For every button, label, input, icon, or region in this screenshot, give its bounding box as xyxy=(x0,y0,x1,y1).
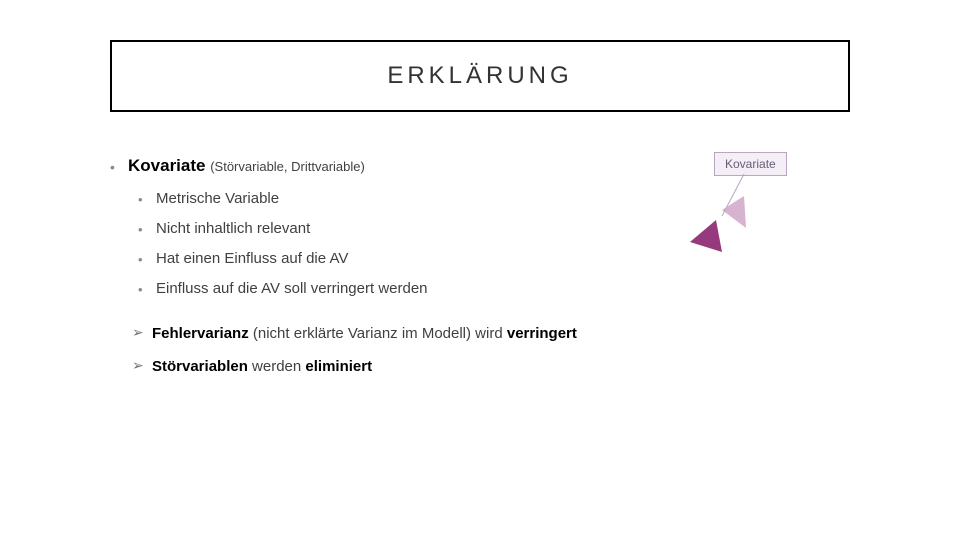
arrow-item: ➢ Störvariablen werden eliminiert xyxy=(132,356,850,377)
bullet-dot-icon: • xyxy=(138,283,156,296)
arrow-right-icon: ➢ xyxy=(132,323,152,343)
main-annotation: (Störvariable, Drittvariable) xyxy=(210,159,365,174)
bullet-dot-icon: • xyxy=(138,193,156,206)
arrow-bold: eliminiert xyxy=(305,358,372,375)
arrow-bold: verringert xyxy=(507,325,577,342)
pie-chart: Kovariate xyxy=(680,156,860,326)
arrow-list: ➢ Fehlervarianz (nicht erklärte Varianz … xyxy=(132,323,850,377)
main-bullet-text: Kovariate (Störvariable, Drittvariable) xyxy=(128,156,365,176)
arrow-item-text: Störvariablen werden eliminiert xyxy=(152,356,372,377)
sub-bullet-text: Nicht inhaltlich relevant xyxy=(156,220,310,237)
arrow-mid: (nicht erklärte Varianz im Modell) wird xyxy=(249,325,507,342)
title-box: ERKLÄRUNG xyxy=(110,40,850,112)
page-title: ERKLÄRUNG xyxy=(122,62,838,90)
bullet-dot-icon: • xyxy=(110,160,128,174)
arrow-item: ➢ Fehlervarianz (nicht erklärte Varianz … xyxy=(132,323,850,344)
arrow-bold: Störvariablen xyxy=(152,358,248,375)
arrow-bold: Fehlervarianz xyxy=(152,325,249,342)
arrow-right-icon: ➢ xyxy=(132,356,152,376)
bullet-dot-icon: • xyxy=(138,223,156,236)
sub-bullet-text: Hat einen Einfluss auf die AV xyxy=(156,250,348,267)
slide: ERKLÄRUNG • Kovariate (Störvariable, Dri… xyxy=(0,0,960,540)
sub-bullet-text: Metrische Variable xyxy=(156,190,279,207)
bullet-dot-icon: • xyxy=(138,253,156,266)
content-area: • Kovariate (Störvariable, Drittvariable… xyxy=(110,156,850,377)
arrow-item-text: Fehlervarianz (nicht erklärte Varianz im… xyxy=(152,323,577,344)
sub-bullet-text: Einfluss auf die AV soll verringert werd… xyxy=(156,280,428,297)
main-term: Kovariate xyxy=(128,156,205,175)
pie-wrap xyxy=(680,156,860,326)
pie-svg xyxy=(680,156,860,326)
arrow-mid: werden xyxy=(248,358,306,375)
